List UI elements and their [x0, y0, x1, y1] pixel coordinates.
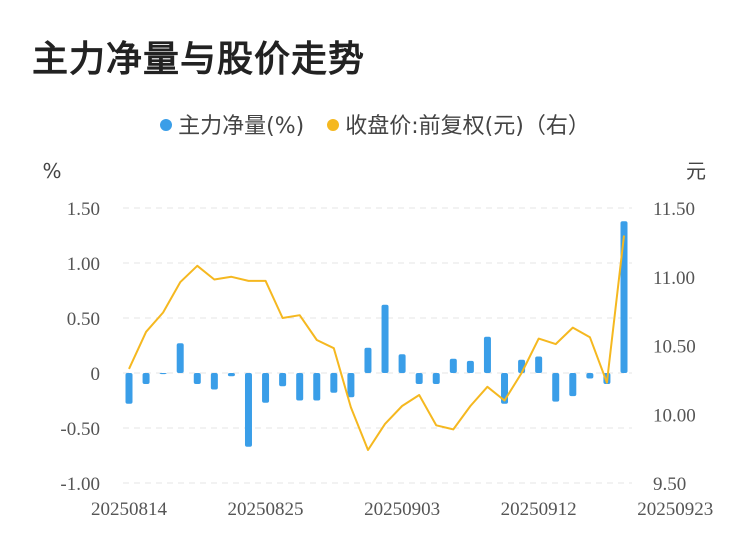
- right-tick-label: 9.50: [653, 474, 686, 495]
- bar[interactable]: [466, 360, 474, 373]
- bar[interactable]: [432, 373, 440, 384]
- legend-dot-close-price: [327, 119, 340, 131]
- bar[interactable]: [381, 304, 389, 373]
- x-tick-label: 20250923: [637, 499, 713, 520]
- left-tick-label: 1.00: [67, 254, 100, 275]
- bar[interactable]: [262, 373, 270, 403]
- left-tick-label: -1.00: [60, 474, 100, 495]
- legend: 主力净量(%) 收盘价:前复权(元)（右）: [0, 108, 750, 140]
- bar[interactable]: [552, 373, 560, 402]
- price-line[interactable]: [128, 235, 625, 451]
- legend-label-net-flow: 主力净量(%): [178, 114, 305, 139]
- chart-title: 主力净量与股价走势: [32, 39, 366, 80]
- bar[interactable]: [586, 373, 594, 379]
- left-tick-label: 0: [91, 364, 101, 385]
- legend-dot-net-flow: [160, 119, 173, 131]
- bar[interactable]: [313, 373, 321, 401]
- right-tick-label: 10.50: [653, 337, 696, 358]
- bar-series: [125, 221, 628, 447]
- left-tick-label: -0.50: [60, 419, 100, 440]
- bar[interactable]: [569, 373, 577, 397]
- left-axis: 1.50 1.00 0.50 0 -0.50 -1.00: [60, 199, 100, 495]
- left-tick-label: 0.50: [67, 309, 100, 330]
- gridlines: [123, 207, 632, 484]
- right-tick-label: 10.00: [653, 405, 696, 426]
- legend-item-close-price[interactable]: 收盘价:前复权(元)（右）: [327, 108, 590, 140]
- legend-label-close-price: 收盘价:前复权(元)（右）: [345, 114, 590, 139]
- x-tick-label: 20250903: [364, 499, 440, 520]
- right-axis: 11.50 11.00 10.50 10.00 9.50: [653, 199, 696, 495]
- left-tick-label: 1.50: [67, 199, 100, 220]
- bar[interactable]: [364, 347, 372, 373]
- right-tick-label: 11.00: [653, 268, 695, 289]
- bar[interactable]: [296, 373, 304, 401]
- line-series: [128, 235, 625, 451]
- bar[interactable]: [210, 373, 218, 390]
- x-axis: 20250814 20250825 20250903 20250912 20250923: [91, 499, 713, 520]
- bar[interactable]: [176, 343, 184, 373]
- bar[interactable]: [279, 373, 287, 387]
- bar[interactable]: [398, 354, 406, 373]
- bar[interactable]: [330, 373, 338, 393]
- bar[interactable]: [227, 373, 235, 377]
- left-axis-unit: %: [42, 159, 61, 183]
- bar[interactable]: [125, 373, 133, 404]
- bar[interactable]: [535, 356, 543, 374]
- bar[interactable]: [415, 373, 423, 384]
- x-tick-label: 20250912: [501, 499, 577, 520]
- bar[interactable]: [142, 373, 150, 384]
- bar[interactable]: [244, 373, 252, 447]
- right-axis-unit: 元: [686, 159, 706, 183]
- bar[interactable]: [193, 373, 201, 384]
- x-tick-label: 20250825: [228, 499, 304, 520]
- bar[interactable]: [483, 336, 491, 373]
- legend-item-net-flow[interactable]: 主力净量(%): [160, 108, 304, 140]
- bar[interactable]: [449, 358, 457, 373]
- right-tick-label: 11.50: [653, 199, 695, 220]
- bar[interactable]: [159, 373, 167, 375]
- bar[interactable]: [347, 373, 355, 398]
- x-tick-label: 20250814: [91, 499, 168, 520]
